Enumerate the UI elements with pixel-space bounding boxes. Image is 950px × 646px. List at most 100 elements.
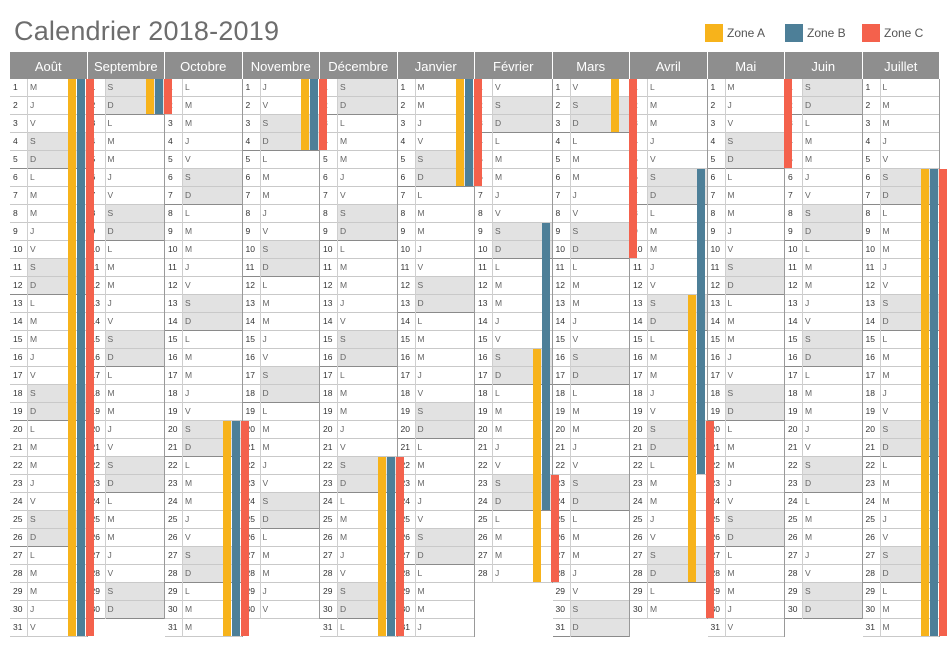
day-number: 8 [555,208,561,218]
day-row: 12 M [552,277,630,295]
day-number: 31 [400,622,410,632]
weekday-letter: V [650,532,656,542]
month-header: Janvier [397,52,475,79]
day-number: 1 [710,82,716,92]
weekday-letter: M [882,370,890,380]
weekday-letter: L [340,370,345,380]
day-row: 17 D [552,367,630,385]
weekday-letter: L [107,118,113,128]
day-row: 31 L [320,619,398,637]
weekday-letter: M [340,388,348,398]
weekday-letter: L [30,424,35,434]
legend-swatch-a [705,24,723,42]
weekend-shade [569,601,629,618]
weekday-letter: S [727,514,734,524]
day-row: 16 V [242,349,320,367]
day-row: 29 S [87,583,165,601]
day-number: 10 [633,244,643,254]
weekday-letter: M [107,280,115,290]
weekday-letter: L [650,460,655,470]
day-number: 12 [865,280,875,290]
day-number: 24 [323,496,333,506]
weekday-letter: D [30,406,37,416]
day-number: 9 [323,226,328,236]
day-number: 8 [865,208,871,218]
weekday-letter: M [417,586,425,596]
month-header: Mars [552,52,630,79]
month-header: Octobre [165,52,243,79]
weekday-letter: M [650,118,658,128]
day-number: 29 [245,586,255,596]
day-number: 30 [865,604,875,614]
day-row: 14 M [707,313,785,331]
weekday-letter: V [262,604,269,614]
day-row: 10 M [630,241,708,259]
month-header: Avril [630,52,708,79]
weekend-shade [182,313,242,330]
weekday-letter: D [572,370,579,380]
day-row: 25 J [862,511,940,529]
weekday-letter: L [107,244,113,254]
day-row: 11 V [397,259,475,277]
day-row: 13 D [397,295,475,313]
day-row: 29 V [552,583,630,601]
day-number: 30 [245,604,255,614]
day-number: 11 [90,262,100,272]
weekday-letter: J [882,388,887,398]
month-column-divider [164,79,165,619]
weekday-letter: D [417,298,424,308]
weekday-letter: M [650,496,658,506]
day-row: 22 M [707,457,785,475]
weekday-letter: S [572,478,579,488]
weekday-letter: M [495,154,503,164]
day-row: 16 D [87,349,165,367]
weekday-letter: L [882,460,888,470]
weekday-letter: V [882,280,889,290]
day-number: 13 [245,298,255,308]
weekend-shade [802,331,862,348]
day-number: 27 [788,550,798,560]
weekday-letter: V [495,208,501,218]
day-number: 9 [710,226,716,236]
day-number: 14 [245,316,255,326]
weekend-shade [802,583,862,600]
day-number: 14 [788,316,798,326]
day-row: 4L [475,133,553,151]
weekday-letter: V [107,190,114,200]
day-number: 5 [168,154,173,164]
weekday-letter: S [107,460,114,470]
day-row: 31 M [862,619,940,637]
weekday-letter: S [185,550,191,560]
weekday-letter: J [340,172,345,182]
weekday-letter: J [572,316,577,326]
day-row: 18 J [165,385,243,403]
day-number: 11 [400,262,410,272]
month-column-divider [241,79,243,637]
weekday-letter: M [805,406,813,416]
weekday-letter: D [107,352,114,362]
weekday-letter: M [572,550,580,560]
weekday-letter: L [340,622,345,632]
day-column-divider [27,79,28,637]
weekend-shade [724,133,784,150]
day-number: 7 [168,190,173,200]
weekend-shade [104,331,164,348]
day-number: 16 [245,352,255,362]
day-row: 16 M [397,349,475,367]
day-row: 20 L [707,421,785,439]
day-number: 28 [710,568,720,578]
day-number: 19 [788,406,798,416]
weekday-letter: J [30,100,35,110]
weekday-letter: M [727,442,735,452]
day-number: 25 [400,514,410,524]
day-number: 31 [555,622,565,632]
day-number: 16 [710,352,720,362]
weekday-letter: V [262,226,269,236]
weekday-letter: S [495,478,501,488]
day-row: 15 J [242,331,320,349]
